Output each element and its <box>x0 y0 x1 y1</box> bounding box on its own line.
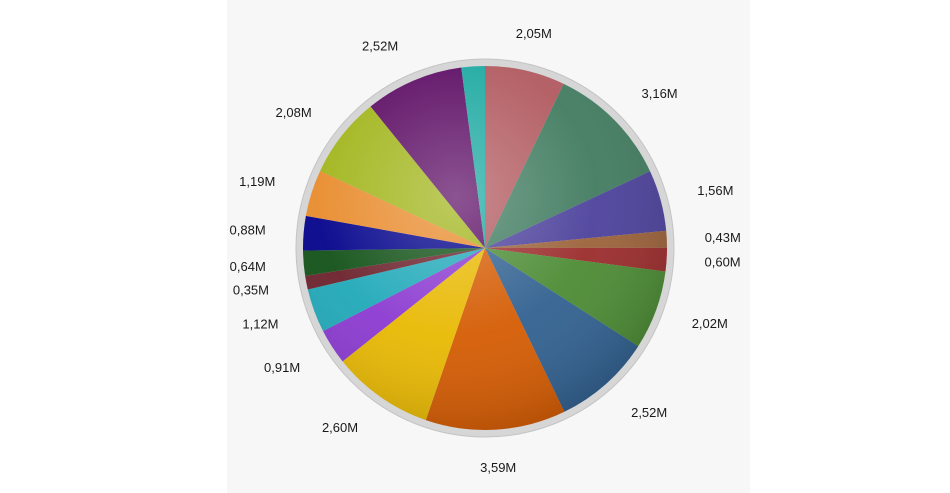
slice-label-14: 1,19M <box>239 174 275 189</box>
slice-label-0: 2,05M <box>516 26 552 41</box>
slice-label-11: 0,35M <box>233 282 269 297</box>
slice-label-7: 3,59M <box>480 460 516 475</box>
slice-label-3: 0,43M <box>705 230 741 245</box>
pie-chart: 2,05M 3,16M 1,56M 0,43M 0,60M 2,02M 2,52M 3,59M… <box>230 26 741 475</box>
slice-label-4: 0,60M <box>705 255 741 270</box>
chart-panel: 2,05M 3,16M 1,56M 0,43M 0,60M 2,02M 2,52M 3,59M… <box>227 0 750 493</box>
slice-label-5: 2,02M <box>692 316 728 331</box>
pie-labels: 2,05M 3,16M 1,56M 0,43M 0,60M 2,02M 2,52M 3,59M… <box>230 26 741 475</box>
slice-label-16: 2,52M <box>362 38 398 53</box>
slice-label-10: 1,12M <box>242 316 278 331</box>
slice-label-8: 2,60M <box>322 420 358 435</box>
slice-label-1: 3,16M <box>642 86 678 101</box>
slice-label-13: 0,88M <box>230 223 266 238</box>
slice-label-2: 1,56M <box>697 183 733 198</box>
slice-label-6: 2,52M <box>631 405 667 420</box>
slice-label-12: 0,64M <box>230 259 266 274</box>
slice-label-9: 0,91M <box>264 360 300 375</box>
pie-slices <box>303 66 668 431</box>
slice-label-15: 2,08M <box>276 105 312 120</box>
